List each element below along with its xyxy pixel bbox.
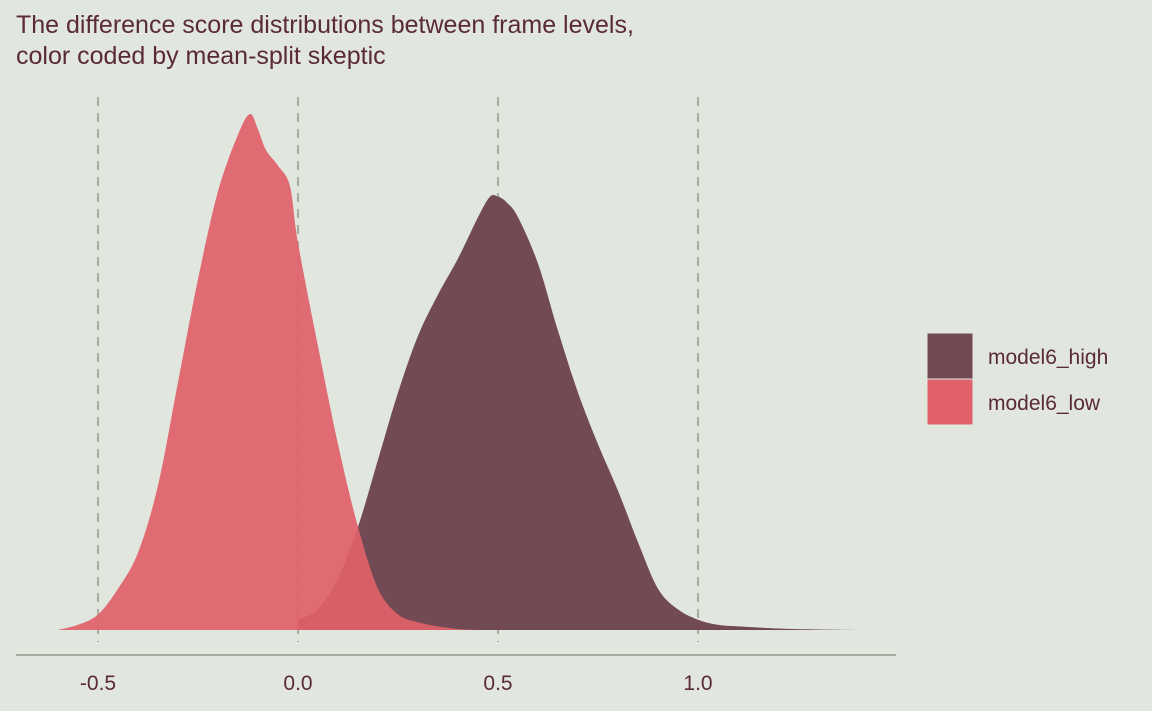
legend-label-model6_high: model6_high xyxy=(988,346,1108,369)
chart-title-line-2: color coded by mean-split skeptic xyxy=(16,42,386,70)
chart-title-line-1: The difference score distributions betwe… xyxy=(16,11,634,39)
legend: model6_high model6_low xyxy=(926,332,1108,426)
density-areas xyxy=(58,113,858,631)
x-tick-label-3: 1.0 xyxy=(683,672,712,695)
legend-label-model6_low: model6_low xyxy=(988,392,1101,415)
legend-swatch-model6_low xyxy=(926,378,974,426)
x-tick-labels: -0.5 0.0 0.5 1.0 xyxy=(80,672,713,695)
x-tick-label-2: 0.5 xyxy=(483,672,512,695)
x-tick-label-0: -0.5 xyxy=(80,672,116,695)
chart-title: The difference score distributions betwe… xyxy=(16,10,634,72)
density-area-model6_low xyxy=(58,113,478,631)
x-tick-label-1: 0.0 xyxy=(283,672,312,695)
density-area-model6_high xyxy=(298,194,858,630)
legend-swatch-model6_high xyxy=(926,332,974,380)
